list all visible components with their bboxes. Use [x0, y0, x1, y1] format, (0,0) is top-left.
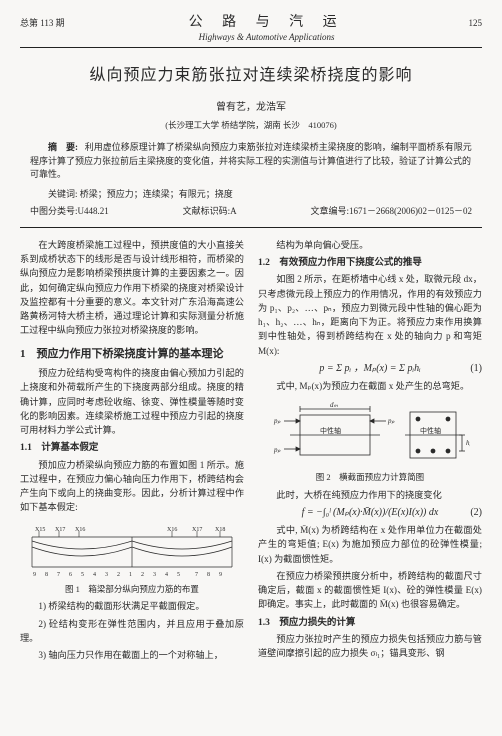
journal-block: 公 路 与 汽 运 Highways & Automotive Applicat…: [65, 12, 469, 45]
svg-text:1: 1: [129, 572, 132, 578]
svg-text:pₚ: pₚ: [273, 417, 281, 425]
svg-text:4: 4: [93, 572, 96, 578]
svg-text:3: 3: [153, 572, 156, 578]
svg-text:中性轴: 中性轴: [320, 426, 341, 435]
eqn2-explain: 式中, M̄(x) 为桥跨结构在 x 处作用单位力在截面处产生的弯矩值; E(x…: [258, 523, 482, 566]
svg-text:中性轴: 中性轴: [420, 426, 441, 435]
figure-1: X15 X17 X16 X16 X17 X18 987 654 3: [20, 519, 244, 579]
svg-text:7: 7: [57, 572, 60, 578]
svg-text:X16: X16: [75, 527, 85, 533]
svg-text:3: 3: [105, 572, 108, 578]
article-no: 文章编号:1671－2668(2006)02－0125－02: [311, 205, 473, 219]
assumption-2: 2) 砼结构变形在弹性范围内，并且应用于叠加原理。: [20, 617, 244, 646]
svg-text:dₘ: dₘ: [330, 401, 339, 409]
figure-1-svg: X15 X17 X16 X16 X17 X18 987 654 3: [27, 519, 237, 579]
figure-2-svg: dₘ pₚ pₚ pₚ h₀ 中性轴 中性轴: [270, 397, 470, 467]
svg-text:X15: X15: [35, 527, 45, 533]
section-1-3-heading: 1.3 预应力损失的计算: [258, 616, 482, 630]
paper-title: 纵向预应力束筋张拉对连续梁桥挠度的影响: [20, 64, 482, 88]
journal-title-cn: 公 路 与 汽 运: [65, 12, 469, 33]
section-1-1-heading: 1.1 计算基本假定: [20, 441, 244, 455]
doc-code: 文献标识码:A: [183, 205, 237, 219]
figure-2: dₘ pₚ pₚ pₚ h₀ 中性轴 中性轴: [258, 397, 482, 467]
affiliation: (长沙理工大学 桥结学院，湖南 长沙 410076): [20, 119, 482, 132]
equation-2-body: f = −∫₀ˡ (Mₚ(x)·M̄(x))/(E(x)I(x)) dx: [302, 507, 439, 518]
right-p6: 在预应力桥梁预拱度分析中，桥跨结构的截面尺寸确定后，截面 x 的截面惯性矩 I(…: [258, 569, 482, 612]
abstract-label: 摘 要:: [48, 142, 78, 152]
svg-text:9: 9: [33, 572, 36, 578]
svg-text:8: 8: [45, 572, 48, 578]
divider: [20, 227, 482, 228]
right-p1: 结构为单向偏心受压。: [258, 238, 482, 252]
abstract: 摘 要: 利用虚位移原理计算了桥梁纵向预应力束筋张拉对连续梁桥主梁挠度的影响，编…: [30, 141, 472, 182]
equation-2: f = −∫₀ˡ (Mₚ(x)·M̄(x))/(E(x)I(x)) dx (2): [258, 505, 482, 520]
right-column: 结构为单向偏心受压。 1.2 有效预应力作用下挠度公式的推导 如图 2 所示，在…: [258, 238, 482, 666]
keywords-label: 关键词:: [48, 189, 78, 199]
sec12-paragraph: 如图 2 所示，在距桥墙中心线 x 处，取微元段 dx，只考虑微元段上预应力的作…: [258, 272, 482, 358]
svg-text:h₀: h₀: [466, 439, 470, 447]
clc-code: 中图分类号:U448.21: [30, 205, 109, 219]
svg-text:8: 8: [207, 572, 210, 578]
sec13-paragraph: 预应力张拉时产生的预应力损失包括预应力筋与管道壁间摩擦引起的应力损失 σₗ₁；锚…: [258, 632, 482, 661]
section-1-2-heading: 1.2 有效预应力作用下挠度公式的推导: [258, 256, 482, 270]
intro-paragraph: 在大跨度桥梁施工过程中，预拱度值的大小直接关系到成桥状态下的线形是否与设计线形相…: [20, 238, 244, 338]
keywords: 关键词: 桥梁；预应力；连续梁；有限元；挠度: [30, 188, 472, 202]
svg-text:7: 7: [195, 572, 198, 578]
equation-1-body: p = Σ pᵢ ，Mₚ(x) = Σ pᵢhᵢ: [319, 363, 420, 374]
svg-text:X17: X17: [55, 527, 65, 533]
page-number: 125: [469, 17, 483, 31]
assumption-3: 3) 轴向压力只作用在截面上的一个对称轴上，: [20, 648, 244, 662]
svg-text:5: 5: [177, 572, 180, 578]
svg-text:pₚ: pₚ: [273, 446, 281, 454]
sec11-paragraph: 预加应力桥梁纵向预应力筋的布置如图 1 所示。施工过程中，在预应力偏心轴向压力作…: [20, 458, 244, 515]
equation-1: p = Σ pᵢ ，Mₚ(x) = Σ pᵢhᵢ (1): [258, 361, 482, 376]
equation-2-number: (2): [470, 505, 482, 520]
authors: 曾有艺，龙浩军: [20, 100, 482, 115]
svg-text:9: 9: [219, 572, 222, 578]
abstract-text: 利用虚位移原理计算了桥梁纵向预应力束筋张拉对连续梁桥主梁挠度的影响，编制平面桥系…: [30, 142, 472, 179]
equation-1-number: (1): [470, 361, 482, 376]
keywords-text: 桥梁；预应力；连续梁；有限元；挠度: [80, 189, 233, 199]
figure-1-caption: 图 1 箱梁部分纵向预应力筋的布置: [20, 583, 244, 596]
left-column: 在大跨度桥梁施工过程中，预拱度值的大小直接关系到成桥状态下的线形是否与设计线形相…: [20, 238, 244, 666]
sec1-paragraph: 预应力砼结构受弯构件的挠度由偏心预加力引起的上挠度和外荷载所产生的下挠度两部分组…: [20, 366, 244, 437]
svg-text:2: 2: [141, 572, 144, 578]
assumption-1: 1) 桥梁结构的截面形状满足平截面假定。: [20, 599, 244, 613]
svg-text:6: 6: [69, 572, 72, 578]
issue-number: 总第 113 期: [20, 17, 65, 31]
meta-line: 中图分类号:U448.21 文献标识码:A 文章编号:1671－2668(200…: [30, 205, 472, 219]
svg-text:5: 5: [81, 572, 84, 578]
body-columns: 在大跨度桥梁施工过程中，预拱度值的大小直接关系到成桥状态下的线形是否与设计线形相…: [20, 238, 482, 666]
svg-text:2: 2: [117, 572, 120, 578]
journal-title-en: Highways & Automotive Applications: [65, 31, 469, 45]
svg-text:4: 4: [165, 572, 168, 578]
section-1-heading: 1 预应力作用下桥梁挠度计算的基本理论: [20, 346, 244, 363]
right-p4: 此时，大桥在纯预应力作用下的挠度变化: [258, 488, 482, 502]
figure-2-caption: 图 2 横截面预应力计算简图: [258, 471, 482, 484]
svg-text:pₚ: pₚ: [387, 417, 395, 425]
eqn1-explain: 式中, Mₚ(x)为预应力在截面 x 处产生的总弯矩。: [258, 379, 482, 393]
page-header: 总第 113 期 公 路 与 汽 运 Highways & Automotive…: [20, 12, 482, 48]
